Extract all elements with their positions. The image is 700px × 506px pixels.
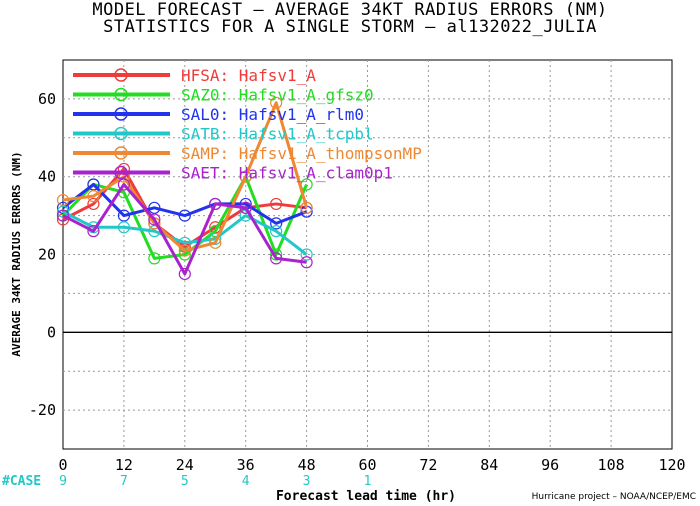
- x-tick-label: 72: [419, 456, 437, 474]
- case-count: 4: [242, 474, 250, 489]
- y-tick-label: 40: [38, 168, 56, 186]
- legend-swatch-marker: [114, 126, 128, 141]
- legend-item: SAMP: Hafsv1_A_thompsonMP: [73, 144, 422, 163]
- case-count: 5: [181, 474, 189, 489]
- data-point: [87, 225, 100, 238]
- series-line: [62, 182, 308, 225]
- data-point: [178, 236, 191, 249]
- x-tick-label: 36: [237, 456, 255, 474]
- x-tick-label: 96: [541, 456, 559, 474]
- x-axis-label: Forecast lead time (hr): [276, 489, 456, 504]
- legend-item: HFSA: Hafsv1_A: [73, 66, 316, 85]
- data-point: [300, 256, 313, 269]
- data-point: [209, 197, 222, 211]
- data-point: [300, 201, 313, 214]
- x-tick-label: 12: [115, 456, 133, 474]
- legend-label: SATB: Hafsv1_A_tcpbl: [181, 125, 374, 144]
- legend-label: SAET: Hafsv1_A_clam0p1: [181, 164, 393, 183]
- legend-label: SAL0: Hafsv1_A_rlm0: [181, 105, 364, 124]
- data-point: [270, 225, 283, 238]
- x-tick-label: 108: [598, 456, 625, 474]
- series-5: [56, 178, 313, 281]
- data-point: [270, 252, 283, 265]
- y-tick-label: 20: [38, 246, 56, 264]
- case-label: #CASE: [2, 474, 41, 489]
- chart-title: MODEL FORECAST – AVERAGE 34KT RADIUS ERR…: [92, 0, 608, 20]
- grid: [63, 60, 672, 449]
- x-tick-labels: 0 12 24 36 48 60 72 84 96 108 120: [58, 456, 685, 474]
- footer-credit: Hurricane project – NOAA/NCEP/EMC: [531, 492, 696, 502]
- x-tick-label: 60: [358, 456, 376, 474]
- series-line: [62, 210, 308, 256]
- series-line: [62, 167, 307, 249]
- series-group: [56, 96, 313, 281]
- data-point: [117, 209, 131, 222]
- data-point: [87, 197, 100, 211]
- data-point: [87, 178, 100, 191]
- legend-label: SAMP: Hafsv1_A_thompsonMP: [181, 144, 422, 163]
- y-tick-label: 0: [47, 323, 56, 341]
- data-point: [148, 252, 161, 265]
- data-point: [178, 267, 191, 281]
- x-tick-label: 0: [58, 456, 67, 474]
- series-line: [62, 182, 307, 276]
- data-point: [117, 221, 131, 234]
- case-counts: #CASE 9 7 5 4 3 1: [2, 474, 371, 489]
- y-tick-labels: -20 0 20 40 60: [29, 90, 56, 419]
- legend-swatch-marker: [114, 68, 128, 82]
- legend-item: SAET: Hafsv1_A_clam0p1: [73, 164, 393, 183]
- x-tick-label: 120: [658, 456, 685, 474]
- y-tick-label: -20: [29, 401, 56, 419]
- data-point: [270, 248, 283, 261]
- data-point: [209, 232, 222, 246]
- case-count: 9: [59, 474, 67, 489]
- legend-swatch-marker: [114, 107, 128, 121]
- data-point: [239, 170, 252, 183]
- data-point: [148, 201, 161, 214]
- data-point: [178, 209, 191, 222]
- x-tick-label: 84: [480, 456, 498, 474]
- case-count: 3: [303, 474, 311, 489]
- series-line: [62, 101, 309, 253]
- x-tick-label: 48: [298, 456, 316, 474]
- data-point: [239, 201, 252, 214]
- legend-swatch-marker: [114, 87, 128, 102]
- legend-item: SATB: Hafsv1_A_tcpbl: [73, 125, 374, 144]
- legend-item: SAL0: Hafsv1_A_rlm0: [73, 105, 364, 124]
- chart-subtitle: STATISTICS FOR A SINGLE STORM – al132022…: [103, 17, 597, 37]
- legend-item: SAZ0: Hafsv1_A_gfsz0: [73, 86, 374, 105]
- y-tick-label: 60: [38, 90, 56, 108]
- data-point: [178, 244, 191, 257]
- data-point: [270, 96, 283, 109]
- data-point: [270, 197, 283, 211]
- y-axis-label: AVERAGE 34KT RADIUS ERRORS (NM): [10, 151, 23, 356]
- x-tick-label: 24: [176, 456, 194, 474]
- data-point: [117, 178, 131, 191]
- case-count: 7: [120, 474, 128, 489]
- series-line: [61, 175, 308, 260]
- legend-label: HFSA: Hafsv1_A: [181, 66, 316, 85]
- legend-swatch-marker: [114, 165, 128, 180]
- data-point: [270, 217, 283, 230]
- legend-swatch-marker: [114, 146, 128, 160]
- data-point: [56, 193, 70, 207]
- data-point: [300, 248, 313, 261]
- data-point: [87, 190, 100, 203]
- legend-label: SAZ0: Hafsv1_A_gfsz0: [181, 86, 374, 105]
- data-point: [209, 236, 222, 249]
- case-count: 1: [364, 474, 372, 489]
- data-point: [56, 209, 70, 222]
- data-point: [148, 213, 161, 226]
